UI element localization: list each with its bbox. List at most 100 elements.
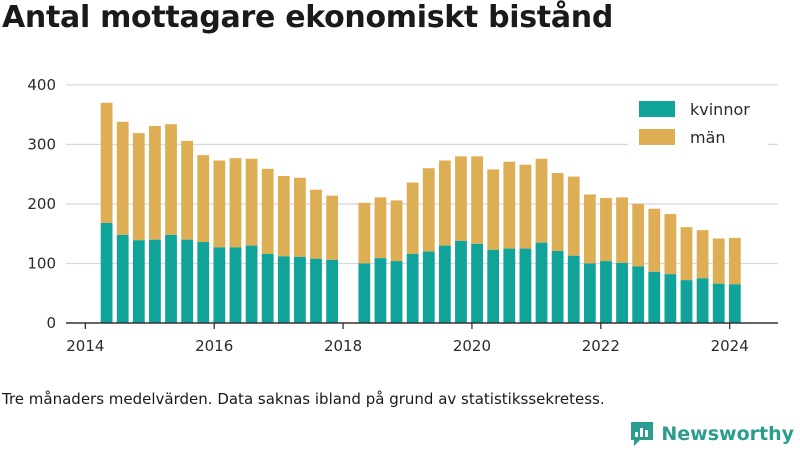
bar-kvinnor: [600, 261, 612, 323]
legend-swatch-man: [639, 129, 675, 145]
bar-kvinnor: [487, 249, 500, 323]
bar-kvinnor: [438, 245, 451, 323]
bar-kvinnor: [519, 248, 532, 323]
legend: kvinnor män: [628, 93, 768, 155]
bar-man: [583, 194, 596, 264]
bar-kvinnor: [680, 280, 693, 323]
chart: 0 100 200 300 400 2014 2016 2018 2020 2022 2024 k…: [27, 76, 778, 355]
bar-kvinnor: [374, 258, 387, 323]
bar-man: [213, 160, 226, 248]
brand-name: Newsworthy: [661, 423, 794, 445]
bar-man: [326, 195, 339, 260]
bar-man: [116, 121, 129, 235]
bar-man: [648, 208, 661, 272]
bar-man: [374, 197, 387, 259]
bar-kvinnor: [116, 234, 129, 323]
x-tick-label: 2022: [582, 337, 620, 355]
bar-man: [535, 158, 548, 243]
y-axis-labels: 0 100 200 300 400: [27, 76, 56, 332]
bar-kvinnor: [664, 274, 677, 323]
bar-man: [310, 189, 322, 259]
bar-kvinnor: [326, 259, 339, 323]
bar-kvinnor: [213, 247, 226, 323]
legend-label-kvinnor: kvinnor: [690, 100, 750, 119]
bar-kvinnor: [390, 261, 403, 323]
bar-man: [132, 133, 145, 241]
bar-kvinnor: [696, 278, 709, 323]
bar-kvinnor: [310, 258, 322, 323]
bar-man: [680, 227, 693, 281]
bar-man: [406, 182, 419, 254]
bar-man: [632, 203, 645, 267]
bar-man: [471, 156, 483, 244]
bar-man: [487, 169, 500, 250]
bar-man: [616, 197, 628, 263]
bar-man: [261, 168, 274, 254]
x-tick-label: 2016: [195, 337, 233, 355]
bar-man: [438, 160, 451, 246]
bar-man: [100, 102, 113, 223]
brand[interactable]: Newsworthy: [629, 420, 794, 448]
bar-kvinnor: [406, 253, 419, 323]
chart-title: Antal mottagare ekonomiskt bistånd: [2, 0, 614, 35]
bar-man: [696, 230, 709, 279]
y-tick-label: 200: [27, 195, 56, 213]
bar-kvinnor: [100, 223, 113, 323]
bar-man: [551, 173, 564, 251]
x-tick-label: 2014: [66, 337, 104, 355]
bar-man: [229, 158, 242, 248]
bar-man: [165, 124, 177, 235]
bar-kvinnor: [229, 247, 242, 323]
bar-kvinnor: [261, 253, 274, 323]
bar-kvinnor: [632, 266, 645, 323]
bar-man: [245, 158, 258, 246]
bar-man: [600, 198, 612, 262]
bar-kvinnor: [551, 250, 564, 323]
x-tick-label: 2020: [453, 337, 491, 355]
bar-man: [503, 161, 516, 249]
bar-kvinnor: [277, 256, 290, 323]
y-tick-label: 0: [46, 314, 56, 332]
bar-kvinnor: [149, 239, 161, 323]
y-tick-label: 100: [27, 254, 56, 272]
bar-man: [519, 164, 532, 249]
bar-man: [293, 177, 306, 257]
bar-kvinnor: [165, 234, 177, 323]
bar-kvinnor: [583, 263, 596, 323]
bar-kvinnor: [471, 243, 483, 323]
bar-kvinnor: [181, 239, 194, 323]
bar-man: [455, 156, 467, 241]
y-tick-label: 400: [27, 76, 56, 94]
bar-man: [277, 175, 290, 257]
bar-man: [149, 125, 161, 240]
bar-kvinnor: [197, 242, 210, 323]
bar-man: [390, 200, 403, 262]
legend-label-man: män: [690, 128, 726, 147]
bar-man: [197, 155, 210, 243]
bars: [100, 102, 741, 323]
x-tick-label: 2024: [711, 337, 749, 355]
bar-man: [358, 202, 371, 264]
bar-kvinnor: [567, 255, 580, 323]
y-tick-label: 300: [27, 135, 56, 153]
bar-kvinnor: [358, 263, 371, 323]
legend-swatch-kvinnor: [639, 101, 675, 117]
bar-kvinnor: [245, 245, 258, 323]
bar-man: [664, 214, 677, 275]
bar-kvinnor: [422, 251, 435, 323]
bar-man: [181, 140, 194, 240]
bar-kvinnor: [728, 284, 741, 323]
bar-man: [712, 238, 725, 284]
x-tick-label: 2018: [324, 337, 362, 355]
newsworthy-logo-icon: [631, 422, 654, 446]
bar-kvinnor: [503, 248, 516, 323]
bar-kvinnor: [616, 262, 628, 323]
bar-kvinnor: [293, 256, 306, 323]
bar-man: [728, 237, 741, 285]
x-axis: 2014 2016 2018 2020 2022 2024: [66, 322, 778, 355]
bar-man: [422, 168, 435, 252]
bar-man: [567, 176, 580, 256]
bar-kvinnor: [535, 242, 548, 323]
footnote: Tre månaders medelvärden. Data saknas ib…: [2, 390, 605, 408]
bar-kvinnor: [455, 240, 467, 323]
